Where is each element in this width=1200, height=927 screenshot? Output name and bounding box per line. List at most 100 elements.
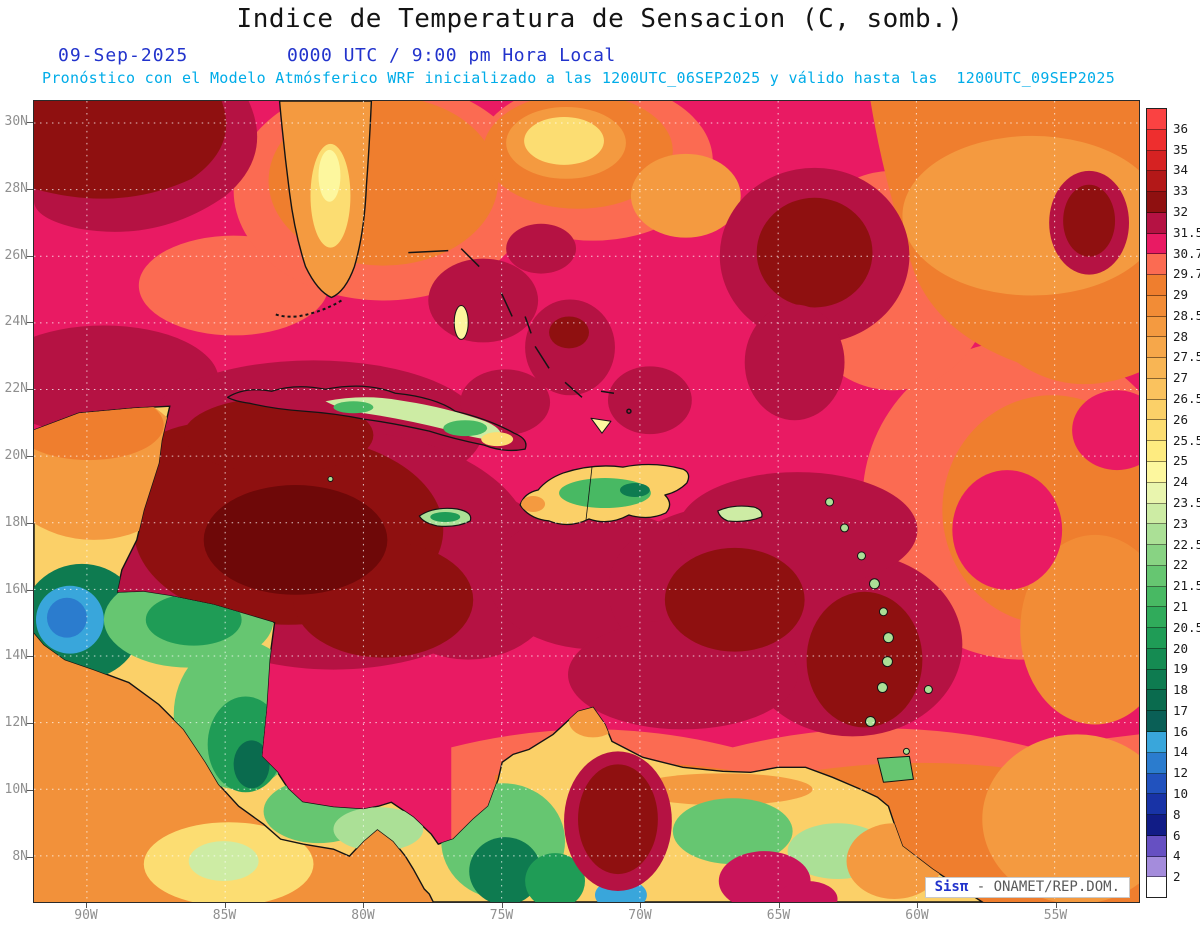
hispaniola	[519, 463, 690, 526]
colorbar-cell	[1147, 752, 1166, 774]
colorbar-cell	[1147, 877, 1166, 898]
colorbar-label: 20	[1173, 640, 1189, 656]
colorbar-label: 23.5	[1173, 495, 1200, 510]
colorbar-cell	[1147, 607, 1166, 629]
axis-tick	[224, 903, 226, 908]
colorbar-label: 28	[1173, 328, 1189, 344]
lon-tick-label: 70W	[628, 908, 652, 923]
colorbar-label: 12	[1173, 765, 1189, 781]
colorbar-label: 23	[1173, 515, 1189, 531]
bahamas	[408, 248, 632, 434]
map-svg	[34, 101, 1139, 902]
colorbar-label: 36	[1173, 120, 1189, 136]
colorbar-cell	[1147, 399, 1166, 421]
lat-tick-label: 8N	[12, 848, 28, 864]
colorbar-label: 26	[1173, 411, 1189, 427]
colorbar-label: 25.5	[1173, 432, 1200, 448]
axis-tick	[501, 903, 503, 908]
colorbar-cell	[1147, 212, 1166, 234]
colorbar-label: 29.7	[1173, 266, 1200, 282]
cayman	[327, 476, 334, 483]
colorbar-cell	[1147, 856, 1166, 878]
colorbar-label: 10	[1173, 786, 1189, 802]
colorbar-label: 31.5	[1173, 224, 1200, 240]
puerto-rico	[717, 505, 763, 523]
map-canvas: Sisπ - ONAMET/REP.DOM.	[33, 100, 1140, 903]
lon-tick-label: 60W	[905, 908, 929, 923]
colorbar-label: 34	[1173, 162, 1189, 178]
colorbar-cell	[1147, 129, 1166, 151]
forecast-description: Pronóstico con el Modelo Atmósferico WRF…	[42, 69, 1116, 87]
colorbar-cell	[1147, 482, 1166, 504]
axis-tick	[917, 903, 918, 908]
colorbar-label: 4	[1173, 848, 1181, 864]
lon-tick-label: 80W	[351, 908, 375, 923]
colorbar-cell	[1147, 254, 1166, 276]
colorbar-label: 29	[1173, 287, 1189, 303]
lat-tick-label: 10N	[4, 782, 28, 797]
colorbar-cell	[1147, 192, 1166, 213]
colorbar-label: 26.5	[1173, 391, 1200, 407]
colorbar-cell	[1147, 462, 1166, 483]
colorbar-label: 17	[1173, 702, 1189, 718]
colorbar-label: 27.5	[1173, 349, 1200, 365]
lon-tick-label: 75W	[489, 908, 514, 923]
colorbar-label: 6	[1173, 827, 1181, 843]
colorbar-label: 24	[1173, 474, 1189, 490]
colorbar-cell	[1147, 337, 1166, 359]
colorbar-label: 20.5	[1173, 619, 1200, 635]
lat-tick-label: 14N	[4, 648, 28, 664]
page-title: Indice de Temperatura de Sensacion (C, s…	[236, 4, 964, 34]
colorbar-cell	[1147, 731, 1166, 753]
colorbar-cell	[1147, 545, 1166, 566]
axis-tick	[1055, 903, 1057, 908]
valid-date: 09-Sep-2025	[58, 45, 189, 66]
colorbar-label: 30.7	[1173, 245, 1200, 261]
florida	[273, 101, 373, 318]
colorbar-cell	[1147, 835, 1166, 857]
colorbar-cell	[1147, 150, 1166, 172]
colorbar-cell	[1147, 669, 1166, 691]
colorbar-cell	[1147, 295, 1166, 317]
colorbar-cell	[1147, 503, 1166, 525]
lon-tick-label: 55W	[1043, 908, 1068, 923]
colorbar-label: 27	[1173, 370, 1189, 386]
colorbar-label: 21.5	[1173, 578, 1200, 594]
colorbar-label: 21	[1173, 598, 1189, 614]
lat-tick-label: 22N	[4, 381, 28, 397]
colorbar-label: 8	[1173, 806, 1181, 822]
colorbar-cell	[1147, 815, 1166, 836]
colorbar-label: 32	[1173, 203, 1189, 219]
lat-tick-label: 26N	[4, 247, 28, 263]
colorbar-cell	[1147, 358, 1166, 379]
colorbar-cell	[1147, 378, 1166, 400]
colorbar-label: 18	[1173, 682, 1189, 698]
lon-tick-label: 85W	[212, 908, 237, 923]
watermark-text: - ONAMET/REP.DOM.	[968, 879, 1120, 895]
colorbar-label: 14	[1173, 744, 1189, 760]
axis-tick	[778, 903, 780, 908]
lat-tick-label: 24N	[4, 314, 28, 330]
lon-tick-label: 90W	[74, 908, 98, 923]
colorbar-label: 25	[1173, 453, 1189, 469]
watermark-brand: Sisπ	[934, 879, 969, 895]
lat-tick-label: 20N	[4, 448, 28, 463]
lesser-antilles	[825, 497, 933, 783]
colorbar	[1146, 108, 1167, 898]
colorbar-cell	[1147, 711, 1166, 732]
gridlines	[34, 101, 1139, 902]
colorbar-cell	[1147, 109, 1166, 130]
colorbar-label: 22	[1173, 557, 1189, 573]
colorbar-cell	[1147, 586, 1166, 608]
lat-tick-label: 16N	[4, 581, 28, 597]
colorbar-label: 35	[1173, 141, 1189, 157]
colorbar-cell	[1147, 690, 1166, 712]
lat-tick-label: 28N	[4, 180, 28, 196]
colorbar-label: 28.5	[1173, 307, 1200, 323]
axis-tick	[363, 903, 364, 908]
colorbar-label: 22.5	[1173, 536, 1200, 552]
colorbar-cell	[1147, 524, 1166, 546]
jamaica	[418, 507, 472, 527]
colorbar-cell	[1147, 441, 1166, 463]
